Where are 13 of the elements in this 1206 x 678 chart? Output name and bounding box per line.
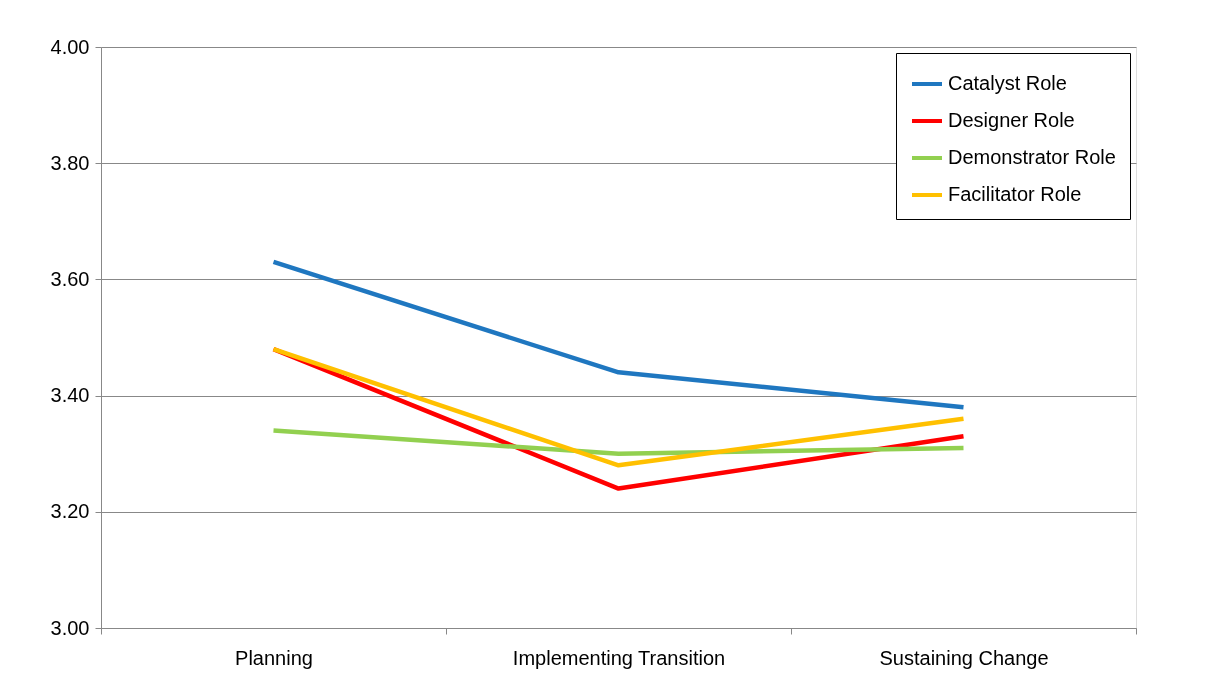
x-tick-label: Sustaining Change [879,646,1049,669]
y-tick-label: 3.80 [50,151,90,174]
legend-label: Demonstrator Role [948,146,1116,168]
y-tick-label: 3.40 [50,384,90,407]
y-tick-label: 4.00 [50,35,90,58]
x-tick-label: Planning [235,646,313,669]
legend-label: Facilitator Role [948,183,1082,205]
y-tick-label: 3.20 [50,500,90,523]
y-tick-label: 3.00 [50,616,90,639]
x-tick-label: Implementing Transition [512,646,726,669]
legend-label: Designer Role [948,109,1075,131]
y-tick-label: 3.60 [50,267,90,290]
legend-label: Catalyst Role [948,72,1067,94]
